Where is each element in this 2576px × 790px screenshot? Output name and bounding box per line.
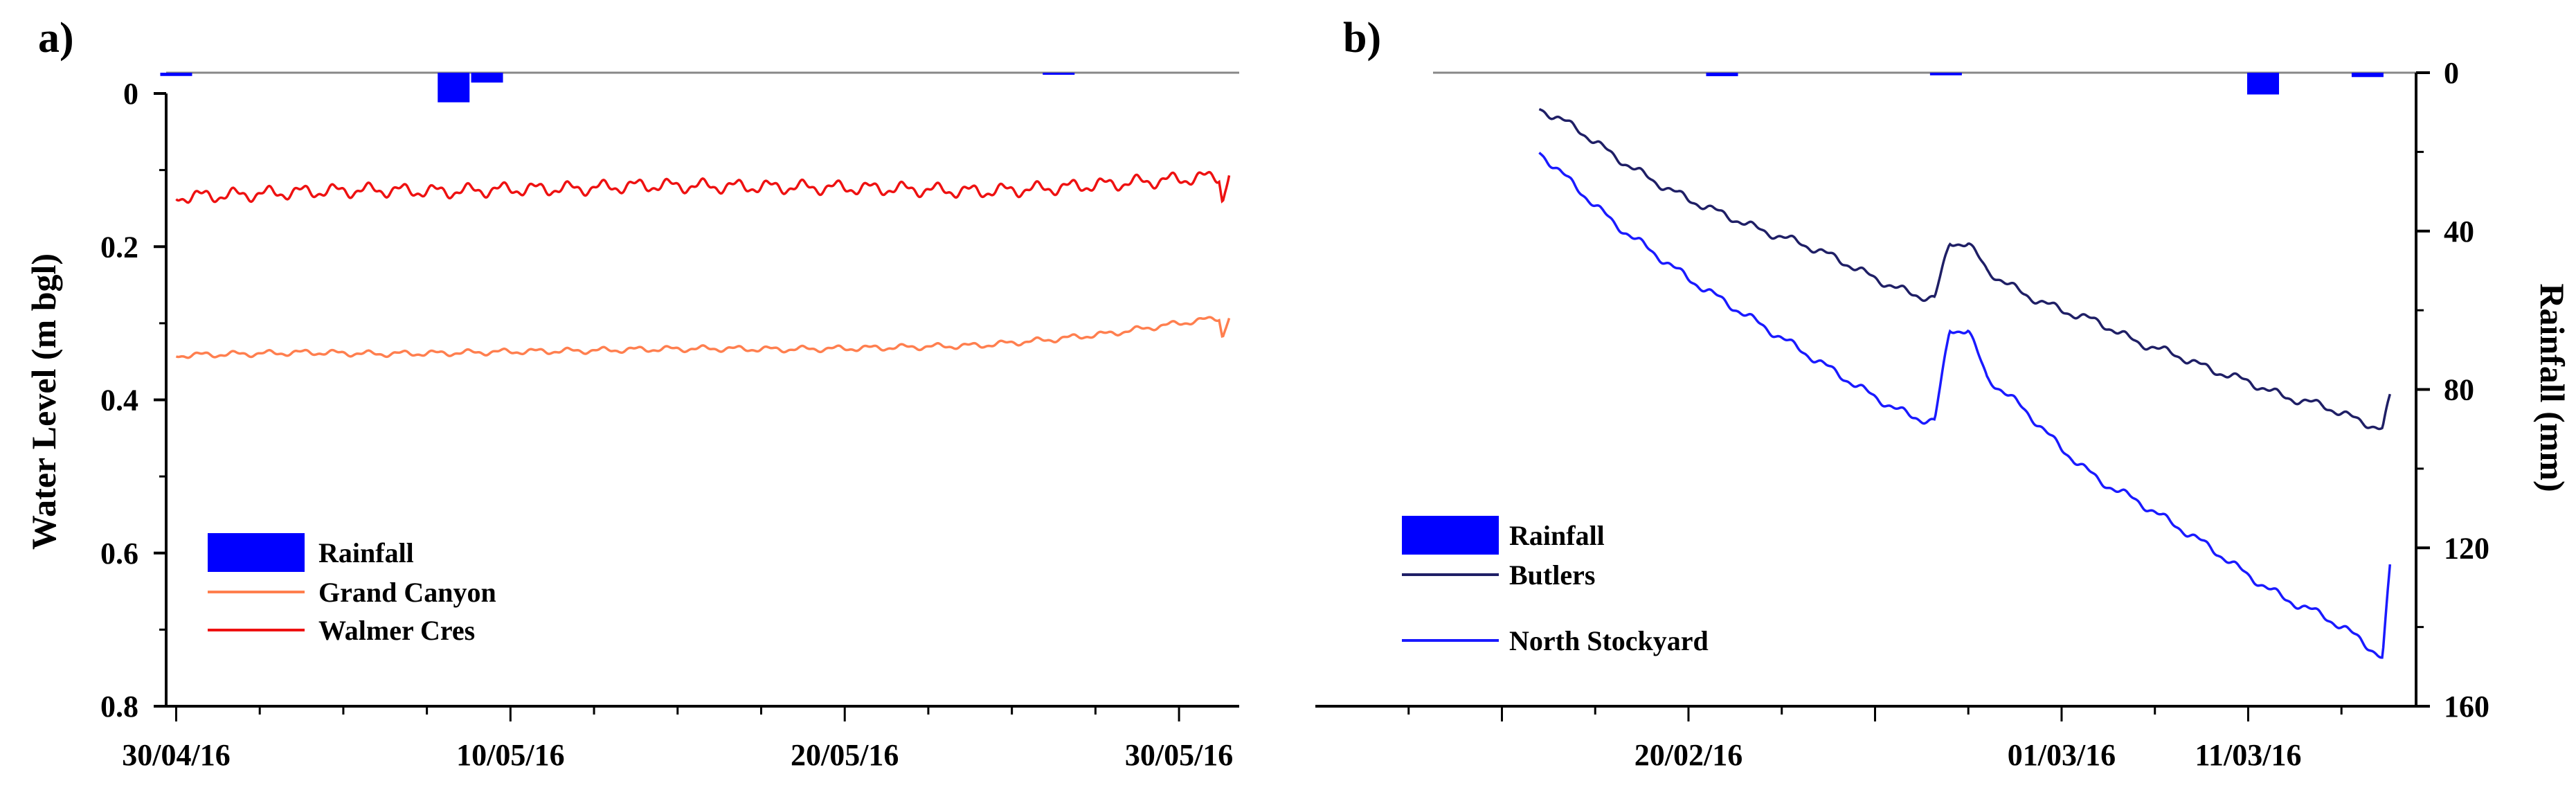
panel-b-x-tick-label: 11/03/16 bbox=[2195, 738, 2301, 772]
panel-b-legend: Rainfall Butlers North Stockyard bbox=[1402, 516, 1709, 656]
panel-a-rainfall-bar bbox=[471, 73, 503, 83]
panel-a-x-tick-label: 10/05/16 bbox=[456, 738, 564, 772]
panel-a-y-axis-title: Water Level (m bgl) bbox=[24, 253, 63, 550]
panel-b-y-tick-label: 80 bbox=[2444, 373, 2474, 407]
panel-b-y-axis-title: Rainfall (mm) bbox=[2533, 283, 2572, 492]
panel-b-label: b) bbox=[1343, 15, 1381, 62]
panel-b-legend-label-north-stockyard: North Stockyard bbox=[1509, 625, 1709, 656]
panel-b-rainfall-bar bbox=[2247, 73, 2280, 95]
panel-a-legend-label-walmer-cres: Walmer Cres bbox=[318, 615, 475, 646]
panel-a-y-tick-label: 0.6 bbox=[100, 537, 138, 571]
panel-b-series-line-butlers bbox=[1538, 107, 2391, 431]
panel-b-series-line-north-stockyard bbox=[1538, 152, 2392, 659]
panel-b-rainfall-bar bbox=[1929, 73, 1962, 75]
panel-b-x-tick-label: 01/03/16 bbox=[2008, 738, 2116, 772]
panel-b-legend-label-rainfall: Rainfall bbox=[1509, 520, 1605, 551]
panel-a-x-tick-label: 30/04/16 bbox=[122, 738, 230, 772]
panel-a-legend-rainfall-swatch bbox=[208, 533, 305, 572]
panel-a-legend-label-grand-canyon: Grand Canyon bbox=[318, 577, 496, 608]
panel-a-legend-label-rainfall: Rainfall bbox=[318, 537, 414, 568]
panel-b-y-tick-label: 120 bbox=[2444, 531, 2489, 565]
panel-a-rainfall-bar bbox=[1043, 73, 1075, 75]
panel-a-x-tick-label: 30/05/16 bbox=[1125, 738, 1233, 772]
panel-a-rainfall-bar bbox=[160, 73, 192, 76]
panel-b-rainfall-bar bbox=[2351, 73, 2384, 78]
panel-b-legend-rainfall-swatch bbox=[1402, 516, 1499, 555]
panel-b-legend-label-butlers: Butlers bbox=[1509, 559, 1595, 591]
panel-b-x-tick-label: 20/02/16 bbox=[1634, 738, 1742, 772]
panel-a-legend: Rainfall Grand Canyon Walmer Cres bbox=[208, 533, 496, 646]
panel-b-rainfall-chart: b) Rainfall (mm) 0 40 80 120 160 20/02/16 01/0… bbox=[1315, 15, 2572, 772]
panel-a-series-line-walmer-cres bbox=[175, 170, 1231, 204]
panel-a-y-tick-label: 0.2 bbox=[100, 230, 138, 264]
panel-a-x-tick-label: 20/05/16 bbox=[791, 738, 899, 772]
panel-b-y-tick-label: 0 bbox=[2444, 56, 2459, 90]
panel-a-label: a) bbox=[38, 15, 74, 62]
panel-b-y-tick-label: 160 bbox=[2444, 690, 2489, 724]
panel-a-y-tick-label: 0.8 bbox=[100, 690, 138, 724]
panel-a-y-tick-label: 0.4 bbox=[100, 384, 138, 418]
panel-a-rainfall-bar bbox=[438, 73, 470, 102]
panel-a-y-tick-label: 0 bbox=[123, 77, 138, 111]
panel-b-rainfall-bar bbox=[1706, 73, 1738, 77]
panel-a-series-line-grand-canyon bbox=[175, 316, 1231, 359]
panel-b-y-tick-label: 40 bbox=[2444, 215, 2474, 249]
panel-a-water-level-chart: a) Water Level (m bgl) 0 0.2 0.4 0.6 0.8 30/0… bbox=[24, 15, 1239, 772]
